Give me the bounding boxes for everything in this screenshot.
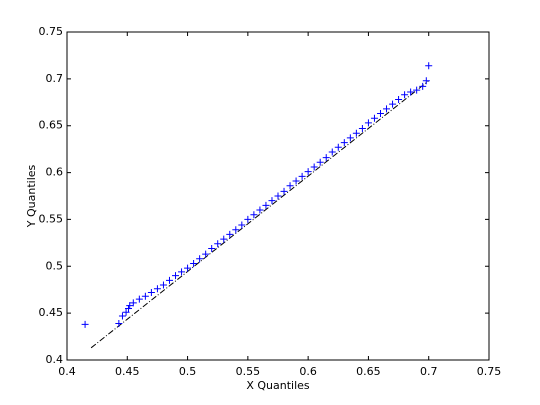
point — [389, 100, 397, 108]
point — [122, 308, 130, 316]
y-tick-label: 0.5 — [46, 259, 64, 272]
point — [346, 134, 354, 142]
point — [364, 119, 372, 127]
point — [244, 215, 252, 223]
point — [310, 163, 318, 171]
point — [358, 125, 366, 133]
point — [274, 192, 282, 200]
point — [178, 268, 186, 276]
point — [172, 272, 180, 280]
x-axis-label: X Quantiles — [246, 379, 310, 392]
point — [304, 168, 312, 176]
x-tick-label: 0.75 — [477, 365, 502, 378]
point — [286, 182, 294, 190]
point — [214, 240, 222, 248]
point — [334, 143, 342, 151]
point — [280, 187, 288, 195]
point — [262, 201, 270, 209]
point — [340, 139, 348, 147]
point — [322, 154, 330, 162]
point — [165, 276, 173, 284]
y-axis-label: Y Quantiles — [25, 164, 38, 228]
point — [395, 95, 403, 103]
point — [126, 302, 134, 310]
point — [196, 255, 204, 263]
y-tick-label: 0.45 — [39, 306, 64, 319]
point — [422, 77, 430, 85]
x-tick-label: 0.65 — [356, 365, 381, 378]
x-tick-label: 0.55 — [236, 365, 261, 378]
y-tick-label: 0.6 — [46, 166, 64, 179]
point — [226, 230, 234, 238]
point — [292, 177, 300, 185]
point — [419, 82, 427, 90]
point — [413, 86, 421, 94]
y-tick-label: 0.75 — [39, 25, 64, 38]
x-tick-label: 0.4 — [58, 365, 76, 378]
point — [129, 299, 137, 307]
point — [376, 110, 384, 118]
point — [298, 172, 306, 180]
point — [190, 259, 198, 267]
point — [202, 250, 210, 258]
point — [147, 289, 155, 297]
point — [118, 312, 126, 320]
point — [425, 62, 433, 70]
point — [316, 158, 324, 166]
y-tick-label: 0.65 — [39, 119, 64, 132]
x-tick-label: 0.45 — [115, 365, 140, 378]
y-tick-label: 0.4 — [46, 353, 64, 366]
point — [184, 264, 192, 272]
y-tick-label: 0.55 — [39, 212, 64, 225]
point — [220, 235, 228, 243]
y-tick-label: 0.7 — [46, 72, 64, 85]
point — [256, 206, 264, 214]
reference-line — [90, 80, 430, 349]
point — [141, 292, 149, 300]
point — [383, 105, 391, 113]
point — [407, 88, 415, 96]
point — [81, 320, 89, 328]
point — [352, 129, 360, 137]
axes-box — [66, 31, 490, 361]
point — [401, 91, 409, 99]
point — [268, 197, 276, 205]
point — [159, 281, 167, 289]
point — [328, 148, 336, 156]
point — [153, 285, 161, 293]
point — [208, 244, 216, 252]
point — [115, 319, 123, 327]
point — [232, 226, 240, 234]
x-tick-label: 0.6 — [299, 365, 317, 378]
point — [370, 114, 378, 122]
x-tick-label: 0.5 — [179, 365, 197, 378]
x-tick-label: 0.7 — [420, 365, 438, 378]
point — [135, 295, 143, 303]
point — [238, 221, 246, 229]
point — [250, 211, 258, 219]
